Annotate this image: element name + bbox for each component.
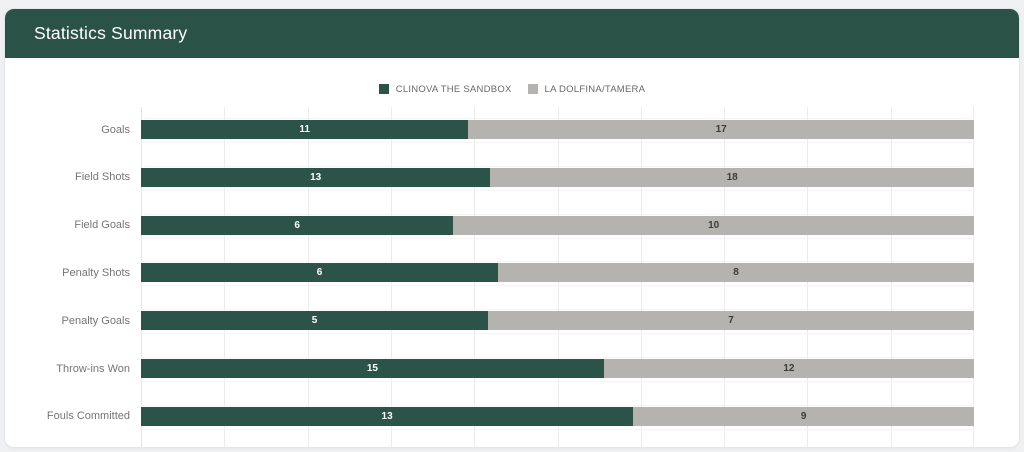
bar-value-label: 8 xyxy=(733,267,739,279)
card-header: Statistics Summary xyxy=(5,9,1019,58)
chart-legend: CLINOVA THE SANDBOX LA DOLFINA/TAMERA xyxy=(5,81,1019,97)
gridline-horizontal xyxy=(141,380,974,382)
category-label: Goals xyxy=(101,123,130,136)
page-title: Statistics Summary xyxy=(34,23,188,43)
bar-value-label: 12 xyxy=(783,363,795,374)
bar-value-label: 7 xyxy=(728,315,734,327)
gridline-horizontal xyxy=(141,118,974,119)
bar-value-label: 6 xyxy=(316,267,323,279)
bar-segment-team2[interactable]: 9 xyxy=(633,406,974,426)
gridline-horizontal xyxy=(141,189,974,191)
bar-value-label: 13 xyxy=(381,410,393,422)
bar-row: Penalty Shots 6 8 xyxy=(62,263,974,283)
gridline-horizontal xyxy=(141,165,974,167)
category-label: Field Goals xyxy=(74,219,130,232)
category-label: Field Shots xyxy=(74,171,130,184)
bar-row: Goals 11 17 xyxy=(101,120,974,139)
bar-segment-team2[interactable]: 12 xyxy=(603,359,974,378)
gridline-horizontal xyxy=(141,261,974,263)
bar-row: Field Goals 6 10 xyxy=(74,215,974,235)
gridline-horizontal xyxy=(141,213,974,215)
bar-segment-team1[interactable]: 5 xyxy=(141,311,489,331)
legend-swatch-icon xyxy=(527,84,538,94)
bar-segment-team1[interactable]: 6 xyxy=(141,215,454,235)
bar-segment-team2[interactable]: 10 xyxy=(453,215,974,235)
bar-segment-team1[interactable]: 15 xyxy=(141,359,604,378)
legend-swatch-icon xyxy=(378,84,389,94)
bar-value-label: 15 xyxy=(366,363,378,374)
bar-segment-team1[interactable]: 6 xyxy=(141,263,498,283)
legend-label: CLINOVA THE SANDBOX xyxy=(395,83,512,95)
bar-row: Throw-ins Won 15 12 xyxy=(56,359,974,378)
bar-segment-team1[interactable]: 13 xyxy=(141,406,634,426)
gridline-horizontal xyxy=(141,285,974,287)
bar-segment-team2[interactable]: 17 xyxy=(468,120,974,139)
bar-segment-team2[interactable]: 7 xyxy=(488,311,974,331)
gridline-horizontal xyxy=(141,141,974,143)
bar-row: Fouls Committed 13 9 xyxy=(47,406,974,426)
legend-item: CLINOVA THE SANDBOX xyxy=(378,83,512,95)
category-label: Penalty Goals xyxy=(61,314,130,327)
bar-value-label: 18 xyxy=(726,171,738,183)
gridline-horizontal xyxy=(141,357,974,358)
category-label: Fouls Committed xyxy=(46,410,130,423)
bar-value-label: 5 xyxy=(311,315,318,327)
bar-segment-team1[interactable]: 11 xyxy=(141,120,469,139)
bar-segment-team1[interactable]: 13 xyxy=(141,167,491,187)
gridline-horizontal xyxy=(141,309,974,311)
legend-label: LA DOLFINA/TAMERA xyxy=(544,83,646,95)
statistics-card: Statistics Summary CLINOVA THE SANDBOX LA… xyxy=(4,8,1020,448)
bar-value-label: 17 xyxy=(715,124,727,135)
legend-item: LA DOLFINA/TAMERA xyxy=(527,83,646,95)
gridline-horizontal xyxy=(141,428,974,430)
bar-value-label: 6 xyxy=(294,219,300,231)
category-label: Penalty Shots xyxy=(62,266,130,279)
bar-value-label: 13 xyxy=(310,171,322,183)
plot-area: Goals 11 17 Field Shots 13 18 Field Goals 6 10 Pe… xyxy=(47,107,974,447)
bar-value-label: 11 xyxy=(299,124,310,135)
bar-row: Field Shots 13 18 xyxy=(75,167,974,187)
bar-row: Penalty Goals 5 7 xyxy=(62,311,974,331)
gridline-horizontal xyxy=(141,404,974,406)
gridline-horizontal xyxy=(141,333,974,335)
bar-value-label: 10 xyxy=(708,219,720,231)
bar-segment-team2[interactable]: 18 xyxy=(490,167,974,187)
gridline-horizontal xyxy=(141,237,974,239)
category-label: Throw-ins Won xyxy=(56,362,130,375)
bar-value-label: 9 xyxy=(800,410,807,422)
bar-segment-team2[interactable]: 8 xyxy=(498,263,974,283)
